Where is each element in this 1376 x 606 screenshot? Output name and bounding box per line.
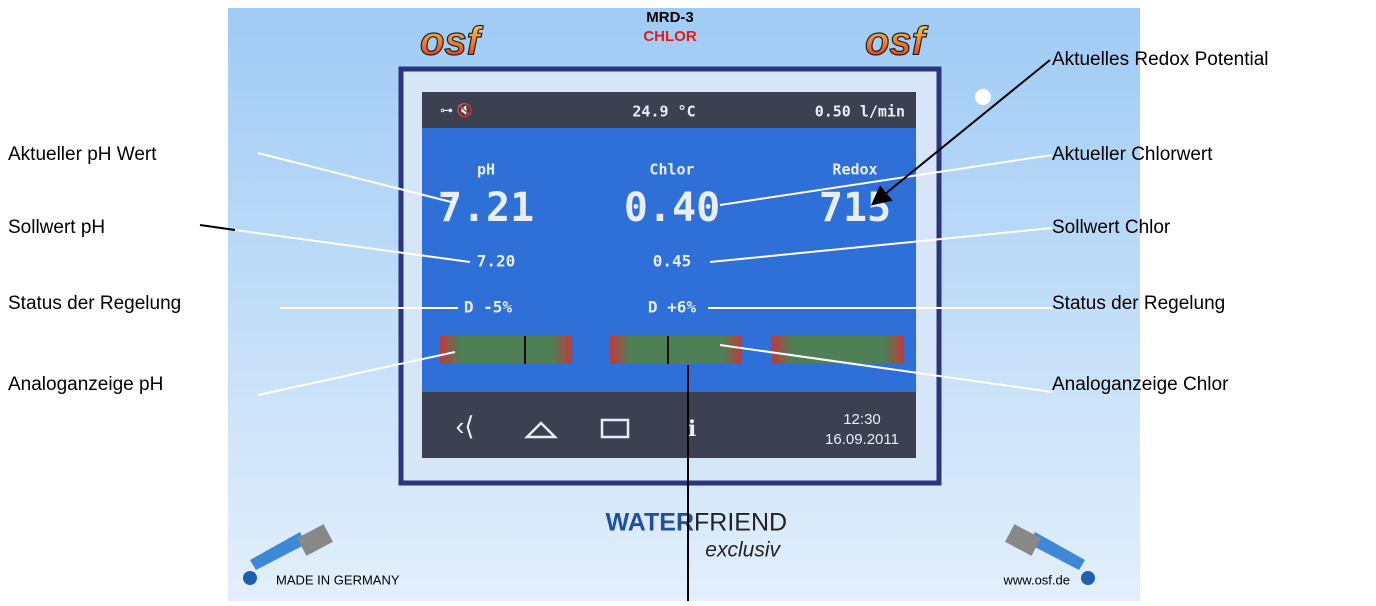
annotation: Sollwert pH — [8, 217, 105, 238]
annotation: Aktuelles Redox Potential — [1052, 49, 1269, 70]
tagline: exclusiv — [705, 539, 781, 562]
logo: osf — [865, 20, 929, 64]
analog-bar — [440, 336, 572, 364]
measured-value: 715 — [819, 185, 891, 231]
control-status: D +6% — [648, 298, 697, 317]
footer-left: MADE IN GERMANY — [276, 572, 400, 587]
annotation: Aktueller pH Wert — [8, 144, 157, 165]
control-status: D -5% — [464, 298, 513, 317]
footer-right: www.osf.de — [1003, 572, 1070, 587]
column-label: Chlor — [649, 161, 694, 179]
model: MRD-3 — [646, 9, 694, 26]
annotation: Status der Regelung — [8, 293, 181, 314]
annotation: Status der Regelung — [1052, 293, 1225, 314]
analog-bar — [772, 336, 904, 364]
annotation: Analoganzeige Chlor — [1052, 374, 1229, 395]
brand-word: FRIEND — [694, 509, 787, 537]
measured-value: 0.40 — [624, 185, 720, 231]
flow: 0.50 l/min — [815, 103, 905, 121]
info-icon: ℹ — [688, 416, 696, 441]
column-label: Redox — [832, 161, 877, 179]
page: osf osf MRD-3 CHLOR ⊶ 🔇 24.9 °C 0.50 l/m… — [0, 0, 1376, 601]
analog-bar — [610, 336, 742, 364]
brand-word: WATER — [606, 509, 694, 537]
date: 16.09.2011 — [825, 431, 899, 448]
variant: CHLOR — [643, 28, 696, 45]
annotation: Analoganzeige pH — [8, 374, 163, 395]
annotation: Sollwert Chlor — [1052, 217, 1171, 238]
annotation: Aktueller Chlorwert — [1052, 144, 1213, 165]
setpoint: 7.20 — [477, 252, 516, 271]
temperature: 24.9 °C — [632, 103, 695, 121]
measured-value: 7.21 — [438, 185, 534, 231]
time: 12:30 — [843, 411, 881, 428]
column-label: pH — [477, 161, 495, 179]
key-icon: ⊶ 🔇 — [440, 102, 473, 117]
back-icon: ‹⟨ — [456, 411, 475, 441]
diagram: osf osf MRD-3 CHLOR ⊶ 🔇 24.9 °C 0.50 l/m… — [0, 0, 1376, 601]
nav-bar — [422, 392, 916, 458]
logo: osf — [420, 20, 484, 64]
setpoint: 0.45 — [653, 252, 692, 271]
